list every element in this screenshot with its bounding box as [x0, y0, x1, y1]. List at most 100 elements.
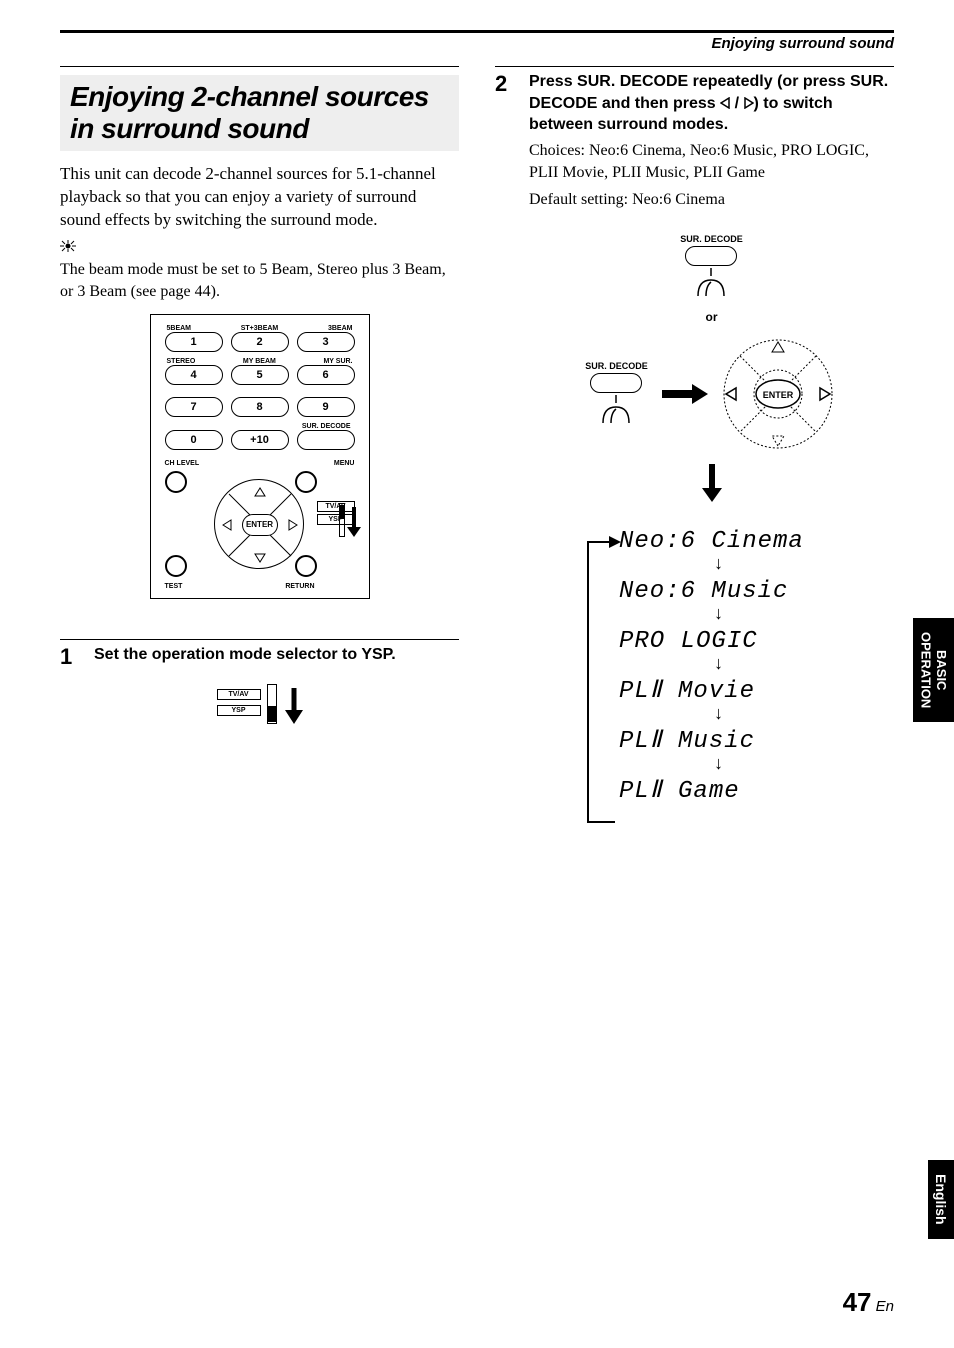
btn-9[interactable]: 9	[297, 397, 355, 417]
btn-7[interactable]: 7	[165, 397, 223, 417]
remote-diagram: 5BEAM ST+3BEAM 3BEAM 1 2 3 STEREO MY BEA…	[150, 314, 370, 599]
content-columns: Enjoying 2-channel sources in surround s…	[60, 66, 894, 807]
ch-level-button[interactable]	[165, 471, 187, 493]
menu-label: MENU	[334, 460, 355, 467]
mode-arrow-4: ↓	[619, 757, 819, 777]
mode-row-3: PLⅡ Movie	[579, 677, 894, 707]
btn-2[interactable]: 2	[231, 332, 289, 352]
mode-arrow-0: ↓	[619, 557, 819, 577]
tab-basic-operation-label: BASIC OPERATION	[918, 632, 949, 708]
nav-labels-top: CH LEVEL MENU	[159, 456, 361, 467]
press-icon	[688, 268, 734, 298]
mode-row-5: PLⅡ Game	[579, 777, 894, 807]
page-suffix: En	[871, 1298, 894, 1315]
mode-arrow-3: ↓	[619, 707, 819, 727]
selector-labels: TV/AV YSP	[217, 689, 261, 718]
mode-4: PLⅡ Music	[619, 730, 755, 754]
row1-labels: 5BEAM ST+3BEAM 3BEAM	[159, 325, 361, 332]
mode-5: PLⅡ Game	[619, 780, 740, 804]
step2-instr-b: /	[730, 95, 743, 112]
btn-8[interactable]: 8	[231, 397, 289, 417]
nav-area: ENTER TV/AV YSP	[159, 469, 361, 579]
row2-buttons: 4 5 6	[159, 365, 361, 391]
mode-arrow-1: ↓	[619, 607, 819, 627]
btn-plus10[interactable]: +10	[231, 430, 289, 450]
selector-diagram: TV/AV YSP	[217, 684, 337, 724]
page-number: 47	[843, 1287, 872, 1317]
intro-text: This unit can decode 2-channel sources f…	[60, 163, 459, 232]
down-arrow-icon	[700, 462, 724, 502]
mode-row-2: PRO LOGIC	[579, 627, 894, 657]
row4-buttons: 0 +10	[159, 430, 361, 456]
test-button[interactable]	[165, 555, 187, 577]
row3-buttons: 7 8 9	[159, 397, 361, 423]
return-label: RETURN	[285, 583, 314, 590]
step1-instruction: Set the operation mode selector to YSP.	[94, 644, 459, 666]
nav-labels-bottom: TEST RETURN	[159, 579, 361, 590]
tip-icon	[60, 240, 459, 257]
btn-0[interactable]: 0	[165, 430, 223, 450]
ysp-box: YSP	[217, 705, 261, 716]
right-tri-icon	[744, 97, 754, 109]
sur-decode-diagram: SUR. DECODE or SUR. DECODE	[529, 229, 894, 507]
page-footer: 47 En	[843, 1287, 894, 1318]
switch-slider-group	[339, 503, 363, 537]
label-mybeam: MY BEAM	[243, 358, 276, 365]
selector-knob	[268, 706, 276, 722]
step2-instr-a: Press SUR. DECODE repeatedly (or press S…	[529, 73, 888, 112]
mode-row-0: Neo:6 Cinema	[579, 527, 894, 557]
btn-4[interactable]: 4	[165, 365, 223, 385]
sur-decode-label: SUR. DECODE	[159, 423, 361, 430]
sur-decode-row: SUR. DECODE	[529, 334, 894, 454]
btn-1[interactable]: 1	[165, 332, 223, 352]
sur-decode-outline-left[interactable]	[590, 373, 642, 393]
enter-button[interactable]: ENTER	[242, 514, 278, 536]
sur-decode-button-left: SUR. DECODE	[585, 361, 648, 427]
tab-english: English	[928, 1160, 954, 1239]
right-arrow-icon	[658, 382, 708, 406]
step2-instruction: Press SUR. DECODE repeatedly (or press S…	[529, 71, 894, 136]
section-title-line2: in surround sound	[70, 113, 309, 144]
label-3beam: 3BEAM	[328, 325, 353, 332]
switch-knob	[340, 505, 344, 519]
hint-icon	[60, 240, 76, 252]
section-title: Enjoying 2-channel sources in surround s…	[60, 75, 459, 151]
press-icon	[593, 395, 639, 425]
tab-basic-operation: BASIC OPERATION	[913, 618, 954, 722]
page: Enjoying surround sound Enjoying 2-chann…	[0, 0, 954, 1348]
mode-0: Neo:6 Cinema	[619, 530, 804, 554]
label-5beam: 5BEAM	[167, 325, 192, 332]
tvav-box: TV/AV	[217, 689, 261, 700]
left-column: Enjoying 2-channel sources in surround s…	[60, 66, 459, 807]
sur-decode-button-top: SUR. DECODE	[680, 234, 743, 300]
mode-1: Neo:6 Music	[619, 580, 788, 604]
btn-6[interactable]: 6	[297, 365, 355, 385]
ch-level-label: CH LEVEL	[165, 460, 200, 467]
row1-buttons: 1 2 3	[159, 332, 361, 358]
sur-decode-label-left: SUR. DECODE	[585, 361, 648, 371]
test-label: TEST	[165, 583, 183, 590]
tip-text: The beam mode must be set to 5 Beam, Ste…	[60, 259, 459, 302]
mode-2: PRO LOGIC	[619, 630, 758, 654]
step2-default: Default setting: Neo:6 Cinema	[529, 189, 894, 211]
section-top-rule	[60, 66, 459, 67]
sur-decode-outline-top[interactable]	[685, 246, 737, 266]
step2-body: Press SUR. DECODE repeatedly (or press S…	[529, 71, 894, 807]
btn-5[interactable]: 5	[231, 365, 289, 385]
step2-block: 2 Press SUR. DECODE repeatedly (or press…	[495, 66, 894, 807]
step1-block: 1 Set the operation mode selector to YSP…	[60, 639, 459, 742]
step1-body: Set the operation mode selector to YSP. …	[94, 644, 459, 742]
step2-choices: Choices: Neo:6 Cinema, Neo:6 Music, PRO …	[529, 140, 894, 185]
right-column: 2 Press SUR. DECODE repeatedly (or press…	[495, 66, 894, 807]
enter-text: ENTER	[762, 390, 793, 400]
cycle-arrowhead-icon	[609, 536, 623, 548]
step1-number: 1	[60, 644, 80, 742]
dpad-ring: ENTER	[214, 479, 304, 569]
mode-3: PLⅡ Movie	[619, 680, 755, 704]
selector-slider[interactable]	[267, 684, 277, 724]
header-section: Enjoying surround sound	[60, 35, 894, 52]
section-title-line1: Enjoying 2-channel sources	[70, 81, 429, 112]
btn-3[interactable]: 3	[297, 332, 355, 352]
btn-surdecode[interactable]	[297, 430, 355, 450]
switch-track[interactable]	[339, 503, 345, 537]
